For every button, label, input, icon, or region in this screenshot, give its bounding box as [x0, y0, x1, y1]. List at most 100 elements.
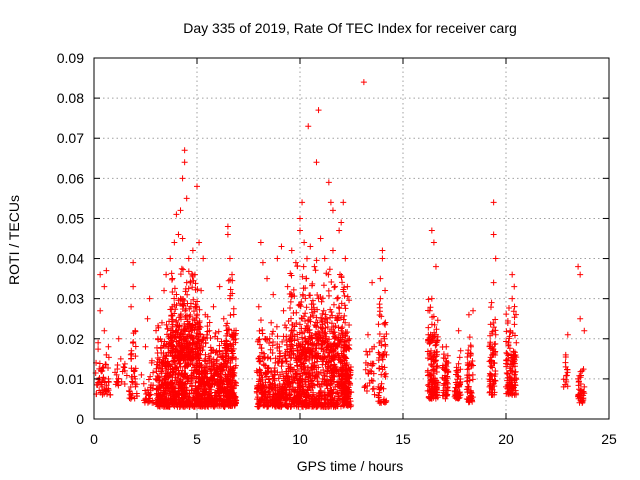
data-point [180, 266, 187, 273]
data-point [310, 312, 317, 319]
data-point [328, 278, 335, 285]
data-point [464, 350, 471, 357]
data-point [275, 375, 282, 382]
data-point [168, 380, 175, 387]
data-point [331, 284, 338, 291]
data-point [379, 247, 386, 254]
data-point [321, 255, 328, 262]
data-point [428, 295, 435, 302]
data-point [148, 357, 155, 364]
data-point [362, 366, 369, 373]
data-point [314, 292, 321, 299]
data-point [226, 389, 233, 396]
data-point [224, 223, 231, 230]
data-point [469, 358, 476, 365]
data-point [102, 386, 109, 393]
data-point [326, 336, 333, 343]
data-point [155, 398, 162, 405]
data-point [511, 321, 518, 328]
data-point [223, 332, 230, 339]
data-point [282, 384, 289, 391]
data-point [299, 273, 306, 280]
data-point [96, 374, 103, 381]
data-point [211, 381, 218, 388]
data-point [177, 376, 184, 383]
data-point [341, 339, 348, 346]
data-point [326, 352, 333, 359]
data-point [428, 353, 435, 360]
data-point [265, 403, 272, 410]
data-point [218, 338, 225, 345]
data-point [332, 283, 339, 290]
data-point [101, 378, 108, 385]
data-point [439, 343, 446, 350]
data-point [288, 327, 295, 334]
data-point [323, 344, 330, 351]
data-point [163, 271, 170, 278]
data-point [175, 380, 182, 387]
data-point [312, 373, 319, 380]
data-point [332, 334, 339, 341]
data-point [227, 340, 234, 347]
data-point [428, 227, 435, 234]
data-point [229, 373, 236, 380]
data-point [325, 365, 332, 372]
data-point [315, 337, 322, 344]
data-point [455, 327, 462, 334]
data-point [433, 326, 440, 333]
data-point [184, 349, 191, 356]
data-point [580, 397, 587, 404]
data-point [505, 304, 512, 311]
data-point [103, 351, 110, 358]
x-tick-label: 15 [395, 431, 411, 447]
data-point [376, 312, 383, 319]
data-point [336, 227, 343, 234]
data-point [294, 263, 301, 270]
data-point [284, 379, 291, 386]
data-point [158, 370, 165, 377]
data-point [180, 327, 187, 334]
data-point [153, 368, 160, 375]
data-point [364, 362, 371, 369]
data-point [254, 382, 261, 389]
data-point [318, 325, 325, 332]
data-point [294, 362, 301, 369]
data-point [581, 383, 588, 390]
data-point [338, 273, 345, 280]
data-point [304, 317, 311, 324]
data-point [269, 349, 276, 356]
data-point [345, 337, 352, 344]
data-point [155, 364, 162, 371]
data-point [267, 346, 274, 353]
data-point [347, 398, 354, 405]
data-point [147, 373, 154, 380]
data-point [175, 297, 182, 304]
data-point [578, 392, 585, 399]
data-point [284, 283, 291, 290]
data-point [231, 400, 238, 407]
data-point [226, 255, 233, 262]
data-point [315, 397, 322, 404]
data-point [185, 342, 192, 349]
data-point [224, 400, 231, 407]
data-point [258, 372, 265, 379]
data-point [171, 295, 178, 302]
data-point [311, 263, 318, 270]
data-point [430, 239, 437, 246]
data-point [216, 395, 223, 402]
data-point [331, 333, 338, 340]
data-point [504, 385, 511, 392]
data-point [138, 371, 145, 378]
data-point [490, 359, 497, 366]
data-point [172, 385, 179, 392]
data-point [311, 308, 318, 315]
data-point [161, 392, 168, 399]
data-point [299, 372, 306, 379]
data-point [313, 364, 320, 371]
data-point [288, 247, 295, 254]
data-point [512, 382, 519, 389]
data-point [433, 349, 440, 356]
data-point [328, 320, 335, 327]
data-point [470, 307, 477, 314]
data-point [162, 375, 169, 382]
